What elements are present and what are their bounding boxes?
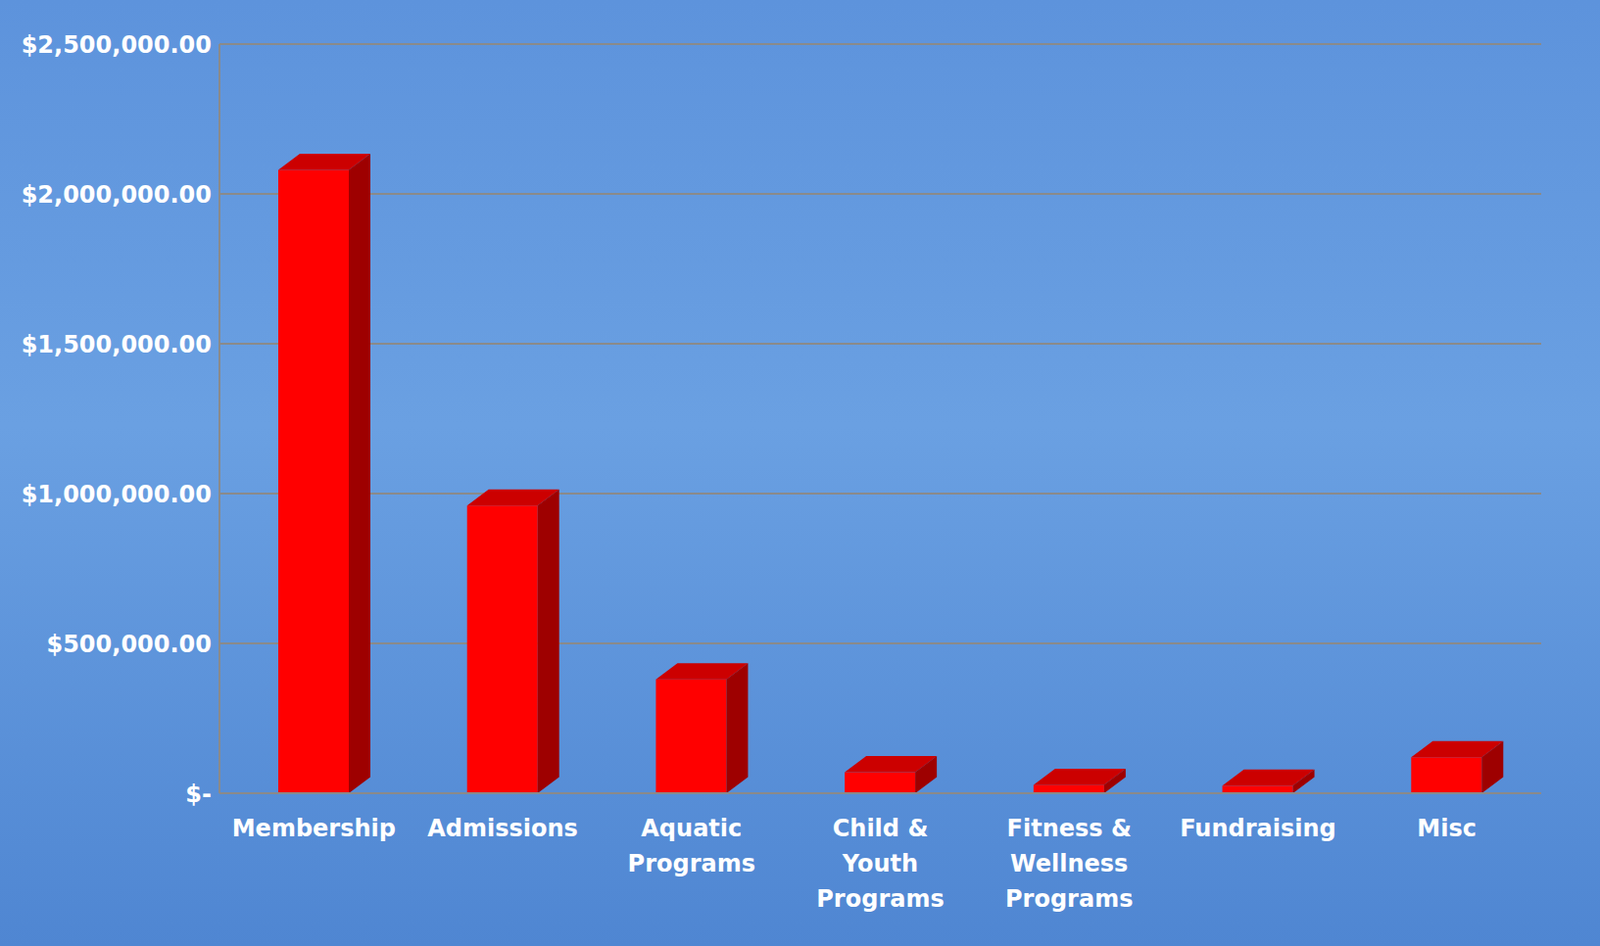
svg-text:$-: $-	[185, 780, 212, 809]
svg-text:$1,500,000.00: $1,500,000.00	[21, 331, 212, 359]
svg-text:Child &YouthPrograms: Child &YouthPrograms	[816, 815, 944, 914]
svg-text:$500,000.00: $500,000.00	[46, 630, 212, 659]
svg-text:$1,000,000.00: $1,000,000.00	[21, 481, 212, 509]
svg-text:$2,500,000.00: $2,500,000.00	[21, 31, 212, 59]
svg-text:Fitness &WellnessPrograms: Fitness &WellnessPrograms	[1005, 815, 1133, 914]
svg-text:$2,000,000.00: $2,000,000.00	[21, 181, 212, 209]
svg-text:Fundraising: Fundraising	[1179, 815, 1337, 843]
svg-text:Admissions: Admissions	[427, 815, 579, 843]
svg-text:Membership: Membership	[232, 815, 396, 843]
svg-text:AquaticPrograms: AquaticPrograms	[628, 815, 756, 878]
svg-text:Misc: Misc	[1416, 815, 1477, 843]
